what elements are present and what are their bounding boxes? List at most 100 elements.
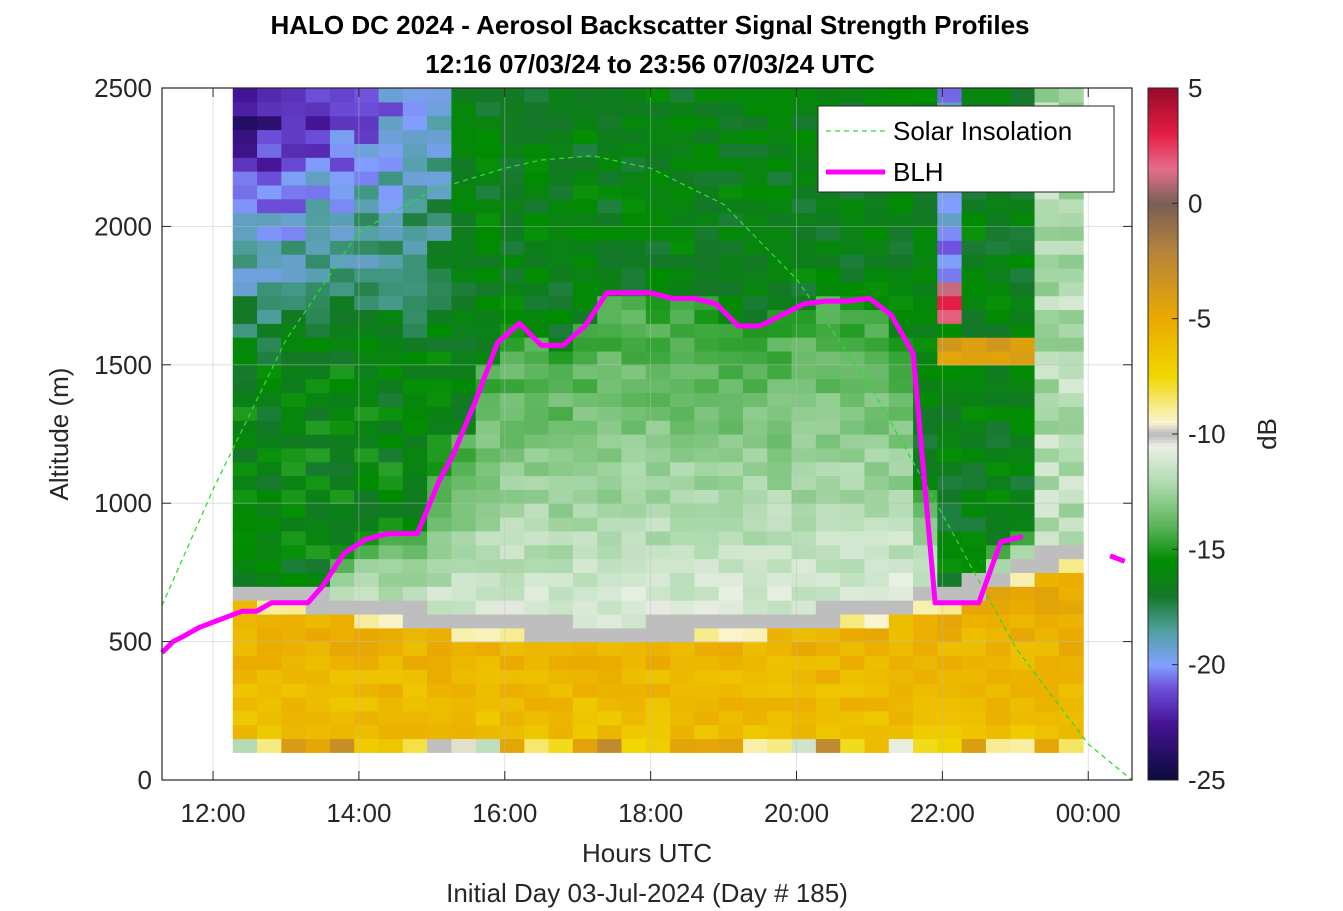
heatmap-cell (354, 461, 380, 477)
colorbar-step (1148, 465, 1178, 470)
heatmap-cell (840, 669, 866, 684)
heatmap-cell (548, 115, 574, 131)
heatmap-cell (840, 655, 866, 670)
heatmap-cell (451, 309, 477, 324)
heatmap-cell (1010, 613, 1036, 629)
heatmap-cell (888, 254, 914, 269)
colorbar-step (1148, 523, 1178, 527)
colorbar-step (1148, 581, 1178, 585)
heatmap-cell (694, 226, 720, 241)
heatmap-cell (913, 683, 938, 698)
heatmap-cell (791, 254, 817, 269)
colorbar-step (1148, 235, 1178, 239)
heatmap-cell (548, 129, 574, 144)
heatmap-cell (378, 544, 404, 560)
footer-label: Initial Day 03-Jul-2024 (Day # 185) (446, 878, 848, 908)
heatmap-cell (888, 517, 914, 532)
legend-box (817, 105, 1115, 193)
heatmap-cell (451, 669, 477, 684)
heatmap-cell (937, 434, 963, 449)
heatmap-cell (864, 613, 890, 629)
heatmap-cell (1058, 724, 1084, 740)
heatmap-cell (961, 558, 987, 573)
colorbar-step (1148, 442, 1178, 447)
heatmap-cell (1010, 240, 1036, 255)
heatmap-cell (524, 309, 550, 324)
heatmap-cell (937, 738, 963, 753)
heatmap-cell (402, 281, 428, 297)
heatmap-cell (281, 544, 307, 560)
heatmap-cell (451, 171, 477, 186)
colorbar-step (1148, 390, 1178, 395)
heatmap-cell (378, 558, 404, 573)
heatmap-cell (1034, 420, 1060, 435)
heatmap-cell (645, 517, 671, 532)
heatmap-cell (524, 461, 550, 477)
colorbar-step (1148, 125, 1178, 129)
heatmap-cell (500, 517, 525, 532)
heatmap-cell (791, 364, 817, 380)
heatmap-cell (791, 517, 817, 532)
heatmap-cell (524, 157, 550, 172)
heatmap-cell (402, 198, 428, 214)
plot-area: 12:00 14:00 16:00 18:00 20:00 22:00 00:00 0500… (94, 73, 1133, 828)
heatmap-cell (937, 641, 963, 657)
colorbar-step (1148, 379, 1178, 383)
heatmap-cell (475, 475, 501, 490)
colorbar-step (1148, 690, 1178, 694)
heatmap-cell (451, 184, 477, 200)
heatmap-cell (718, 669, 744, 684)
heatmap-cell (548, 475, 574, 490)
heatmap-cell (670, 254, 695, 269)
heatmap-cell (402, 683, 428, 698)
heatmap-cell (840, 641, 866, 657)
heatmap-cell (475, 254, 501, 269)
colorbar-step (1148, 255, 1178, 259)
colorbar-step (1148, 137, 1178, 141)
heatmap-cell (597, 558, 623, 573)
heatmap-cell (815, 447, 841, 463)
heatmap-cell (742, 558, 768, 573)
heatmap-cell (572, 447, 598, 463)
heatmap-cell (937, 503, 963, 518)
heatmap-cell (1034, 517, 1060, 532)
colorbar-step (1148, 410, 1178, 415)
heatmap-cell (742, 655, 768, 670)
heatmap-cell (913, 226, 938, 241)
heatmap-cell (913, 641, 938, 657)
heatmap-cell (864, 88, 890, 103)
heatmap-cell (742, 475, 768, 490)
heatmap-cell (548, 447, 574, 463)
heatmap-cell (475, 572, 501, 587)
colorbar-step (1148, 113, 1178, 118)
heatmap-cell (597, 115, 623, 131)
heatmap-cell (548, 544, 574, 560)
heatmap-cell (888, 406, 914, 421)
heatmap-cell (232, 641, 258, 657)
heatmap-cell (427, 434, 453, 449)
heatmap-cell (257, 655, 282, 670)
heatmap-cell (1034, 724, 1060, 740)
heatmap-cell (742, 309, 768, 324)
heatmap-cell (329, 198, 355, 214)
heatmap-cell (281, 143, 307, 158)
heatmap-cell (1010, 212, 1036, 227)
heatmap-cell (451, 143, 477, 158)
heatmap-cell (670, 738, 695, 753)
heatmap-cell (378, 696, 404, 712)
heatmap-cell (354, 627, 380, 643)
heatmap-cell (621, 212, 647, 227)
heatmap-cell (500, 655, 525, 670)
heatmap-cell (767, 337, 793, 352)
heatmap-cell (815, 212, 841, 227)
heatmap-cell (645, 447, 671, 463)
heatmap-cell (985, 434, 1011, 449)
heatmap-cell (451, 517, 477, 532)
heatmap-cell (815, 198, 841, 214)
colorbar-step (1148, 673, 1178, 677)
colorbar-step (1148, 777, 1178, 781)
heatmap-cell (257, 392, 282, 407)
heatmap-cell (232, 88, 258, 103)
heatmap-cell (694, 586, 720, 601)
